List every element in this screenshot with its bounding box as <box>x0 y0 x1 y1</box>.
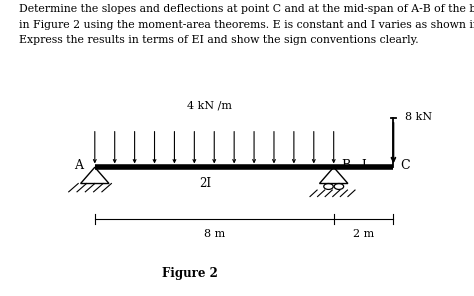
Text: 2 m: 2 m <box>353 229 374 239</box>
Text: Figure 2: Figure 2 <box>162 267 218 280</box>
Text: 4 kN /m: 4 kN /m <box>187 101 232 111</box>
Text: Determine the slopes and deflections at point C and at the mid-span of A-B of th: Determine the slopes and deflections at … <box>19 4 474 45</box>
Text: I: I <box>361 159 366 172</box>
Text: 8 kN: 8 kN <box>405 112 432 122</box>
Text: 8 m: 8 m <box>204 229 225 239</box>
Text: B: B <box>341 159 351 172</box>
Text: 2I: 2I <box>199 177 211 190</box>
Text: A: A <box>74 159 83 172</box>
Text: C: C <box>401 159 410 172</box>
